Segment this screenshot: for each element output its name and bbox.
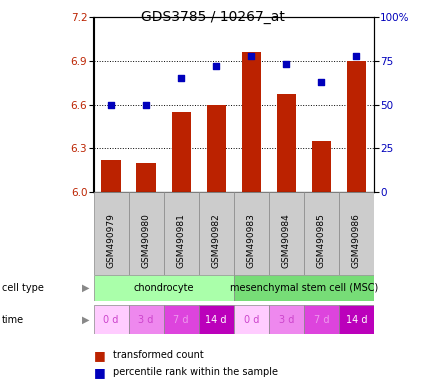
Bar [172,112,191,192]
Bar [136,163,156,192]
Bar [102,160,121,192]
Text: GSM490983: GSM490983 [247,213,256,268]
Bar [269,305,304,334]
Bar [198,192,234,275]
Point [248,53,255,59]
Bar [234,192,269,275]
Text: transformed count: transformed count [113,350,204,360]
Text: 0 d: 0 d [244,314,259,325]
Text: time: time [2,314,24,325]
Point [353,53,360,59]
Point [178,75,184,81]
Bar [94,192,128,275]
Bar [198,305,234,334]
Text: 3 d: 3 d [139,314,154,325]
Text: 14 d: 14 d [205,314,227,325]
Text: GSM490982: GSM490982 [212,213,221,268]
Text: chondrocyte: chondrocyte [133,283,194,293]
Bar [304,305,339,334]
Text: 14 d: 14 d [346,314,367,325]
Bar [277,94,296,192]
Bar [234,305,269,334]
Bar [164,192,198,275]
Text: GSM490984: GSM490984 [282,213,291,268]
Text: GSM490979: GSM490979 [107,213,116,268]
Text: GSM490981: GSM490981 [177,213,186,268]
Text: ■: ■ [94,349,105,362]
Text: GSM490980: GSM490980 [142,213,150,268]
Point [213,63,220,69]
Text: ■: ■ [94,366,105,379]
Bar [207,105,226,192]
Text: mesenchymal stem cell (MSC): mesenchymal stem cell (MSC) [230,283,378,293]
Text: 3 d: 3 d [279,314,294,325]
Bar [347,61,366,192]
Text: ▶: ▶ [82,314,89,325]
Point [108,102,114,108]
Bar [164,305,198,334]
Bar [312,141,331,192]
Point [283,61,290,68]
Text: 7 d: 7 d [314,314,329,325]
Bar [94,275,234,301]
Bar [339,192,374,275]
Text: 0 d: 0 d [103,314,119,325]
Bar [339,305,374,334]
Text: GSM490986: GSM490986 [352,213,361,268]
Bar [128,192,164,275]
Text: cell type: cell type [2,283,44,293]
Text: GDS3785 / 10267_at: GDS3785 / 10267_at [141,10,284,23]
Point [318,79,325,85]
Bar [304,192,339,275]
Text: 7 d: 7 d [173,314,189,325]
Text: GSM490985: GSM490985 [317,213,326,268]
Text: percentile rank within the sample: percentile rank within the sample [113,367,278,377]
Text: ▶: ▶ [82,283,89,293]
Bar [128,305,164,334]
Bar [269,192,304,275]
Bar [234,275,374,301]
Bar [94,305,128,334]
Bar [242,52,261,192]
Point [143,102,150,108]
